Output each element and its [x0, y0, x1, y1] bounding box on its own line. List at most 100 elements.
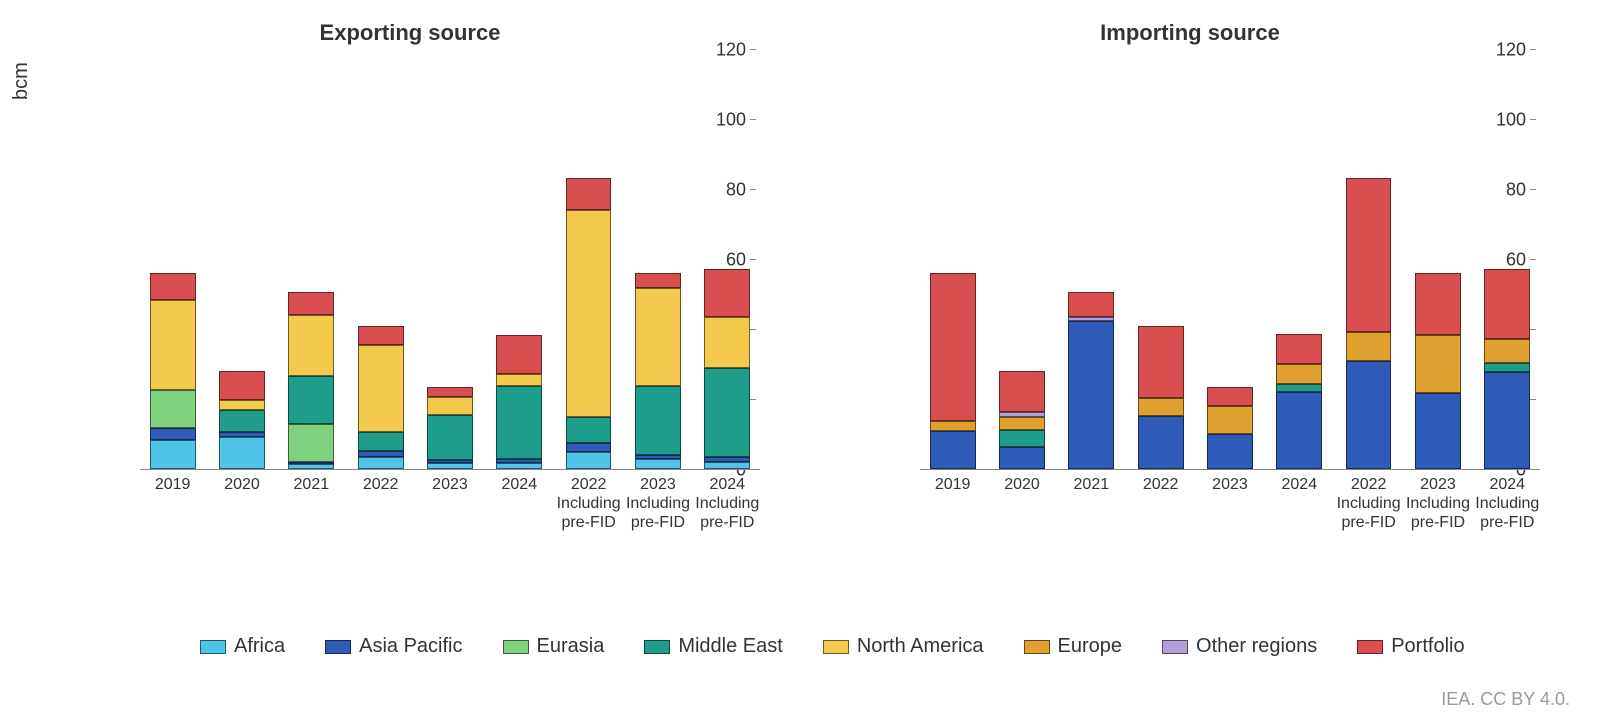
- bar-segment-north_america: [288, 315, 334, 376]
- bar-segment-middle_east: [635, 386, 681, 455]
- bar-slot-2023_pf: 2023Includingpre-FID: [1405, 50, 1470, 469]
- bar-segment-middle_east: [219, 410, 265, 432]
- bar-segment-portfolio: [1346, 178, 1392, 332]
- stacked-bar: [704, 179, 750, 469]
- bar-segment-asia_pacific: [1068, 321, 1114, 469]
- bar-segment-africa: [427, 463, 473, 469]
- bar-segment-asia_pacific: [999, 447, 1045, 469]
- bar-segment-middle_east: [496, 386, 542, 459]
- bar-slot-2022: 2022: [1128, 50, 1193, 469]
- bar-slot-2022_pf: 2022Includingpre-FID: [1336, 50, 1401, 469]
- bar-slot-2022_pf: 2022Includingpre-FID: [556, 50, 621, 469]
- bar-slot-2020: 2020: [209, 50, 274, 469]
- bar-segment-portfolio: [704, 269, 750, 317]
- bar-segment-middle_east: [1276, 384, 1322, 392]
- legend-swatch-middle_east: [644, 640, 670, 654]
- bar-segment-europe: [1346, 332, 1392, 361]
- bar-segment-portfolio: [1138, 326, 1184, 397]
- bar-slot-2023: 2023: [417, 50, 482, 469]
- bar-slot-2024: 2024: [1267, 50, 1332, 469]
- stacked-bar: [1276, 232, 1322, 469]
- bar-segment-africa: [704, 462, 750, 469]
- bar-slot-2024_pf: 2024Includingpre-FID: [1475, 50, 1540, 469]
- legend-label: Middle East: [678, 635, 783, 658]
- stacked-bar: [1207, 284, 1253, 469]
- bar-segment-middle_east: [1484, 363, 1530, 373]
- stacked-bar: [930, 183, 976, 469]
- bar-segment-middle_east: [704, 368, 750, 457]
- legend-item-middle_east: Middle East: [644, 635, 783, 658]
- chart-1: Importing source 020406080100120201920202…: [830, 20, 1550, 580]
- bar-segment-europe: [1415, 335, 1461, 392]
- legend-item-eurasia: Eurasia: [503, 635, 605, 658]
- charts-row: Exporting sourcebcm020406080100120201920…: [50, 20, 1550, 580]
- legend-label: Other regions: [1196, 635, 1317, 658]
- legend-label: Eurasia: [537, 635, 605, 658]
- stacked-bar: [496, 232, 542, 469]
- bar-segment-middle_east: [358, 432, 404, 450]
- chart-title: Importing source: [830, 20, 1550, 46]
- stacked-bar: [1138, 225, 1184, 469]
- bar-segment-portfolio: [999, 371, 1045, 412]
- legend-swatch-europe: [1024, 640, 1050, 654]
- bar-slot-2024_pf: 2024Includingpre-FID: [695, 50, 760, 469]
- stacked-bar: [1415, 183, 1461, 469]
- stacked-bar: [358, 225, 404, 469]
- bar-slot-2024: 2024: [487, 50, 552, 469]
- bar-segment-north_america: [219, 400, 265, 410]
- x-tick-label: 2024Includingpre-FID: [685, 475, 770, 533]
- x-tick-label: 2024Includingpre-FID: [1465, 475, 1550, 533]
- bar-segment-portfolio: [1068, 292, 1114, 317]
- bar-segment-eurasia: [288, 424, 334, 463]
- bar-segment-africa: [566, 452, 612, 469]
- legend-swatch-north_america: [823, 640, 849, 654]
- bar-segment-portfolio: [219, 371, 265, 400]
- legend-item-other: Other regions: [1162, 635, 1317, 658]
- bar-segment-portfolio: [1276, 334, 1322, 364]
- bar-segment-africa: [288, 464, 334, 469]
- bar-segment-asia_pacific: [1415, 393, 1461, 469]
- attribution-text: IEA. CC BY 4.0.: [1441, 689, 1570, 710]
- legend-swatch-other: [1162, 640, 1188, 654]
- bar-segment-middle_east: [288, 376, 334, 424]
- bar-segment-middle_east: [427, 415, 473, 460]
- legend-item-africa: Africa: [200, 635, 285, 658]
- bar-segment-asia_pacific: [1276, 392, 1322, 469]
- stacked-bar: [427, 284, 473, 469]
- stacked-bar: [1068, 197, 1114, 469]
- bar-segment-asia_pacific: [1207, 434, 1253, 469]
- legend-swatch-africa: [200, 640, 226, 654]
- bar-segment-asia_pacific: [1138, 416, 1184, 469]
- y-axis-label: bcm: [10, 62, 33, 100]
- bar-segment-africa: [358, 457, 404, 469]
- stacked-bar: [635, 183, 681, 469]
- bar-segment-europe: [999, 417, 1045, 431]
- bar-segment-asia_pacific: [930, 431, 976, 469]
- bar-slot-2019: 2019: [140, 50, 205, 469]
- bar-segment-middle_east: [999, 430, 1045, 447]
- bar-slot-2023: 2023: [1197, 50, 1262, 469]
- bar-slot-2019: 2019: [920, 50, 985, 469]
- bar-segment-north_america: [358, 345, 404, 433]
- bar-segment-portfolio: [288, 292, 334, 315]
- page-root: Exporting source bcm 020406080100120201920…: [0, 0, 1600, 728]
- bar-segment-asia_pacific: [1346, 361, 1392, 469]
- bar-segment-portfolio: [635, 273, 681, 287]
- bar-slot-2021: 2021: [1059, 50, 1124, 469]
- bar-segment-north_america: [496, 374, 542, 386]
- stacked-bar: [999, 266, 1045, 469]
- bar-segment-north_america: [427, 397, 473, 416]
- legend-swatch-portfolio: [1357, 640, 1383, 654]
- plot-area: 0204060801001202019202020212022202320242…: [920, 50, 1540, 470]
- plot-area: 0204060801001202019202020212022202320242…: [140, 50, 760, 470]
- bar-segment-portfolio: [1484, 269, 1530, 339]
- bar-segment-europe: [1276, 364, 1322, 384]
- legend: AfricaAsia PacificEurasiaMiddle EastNort…: [200, 635, 1540, 658]
- bar-slot-2021: 2021: [279, 50, 344, 469]
- bar-segment-north_america: [566, 210, 612, 417]
- legend-item-portfolio: Portfolio: [1357, 635, 1464, 658]
- chart-title: Exporting source: [50, 20, 770, 46]
- bar-segment-portfolio: [1207, 387, 1253, 406]
- bar-segment-africa: [219, 437, 265, 469]
- bar-segment-portfolio: [496, 335, 542, 375]
